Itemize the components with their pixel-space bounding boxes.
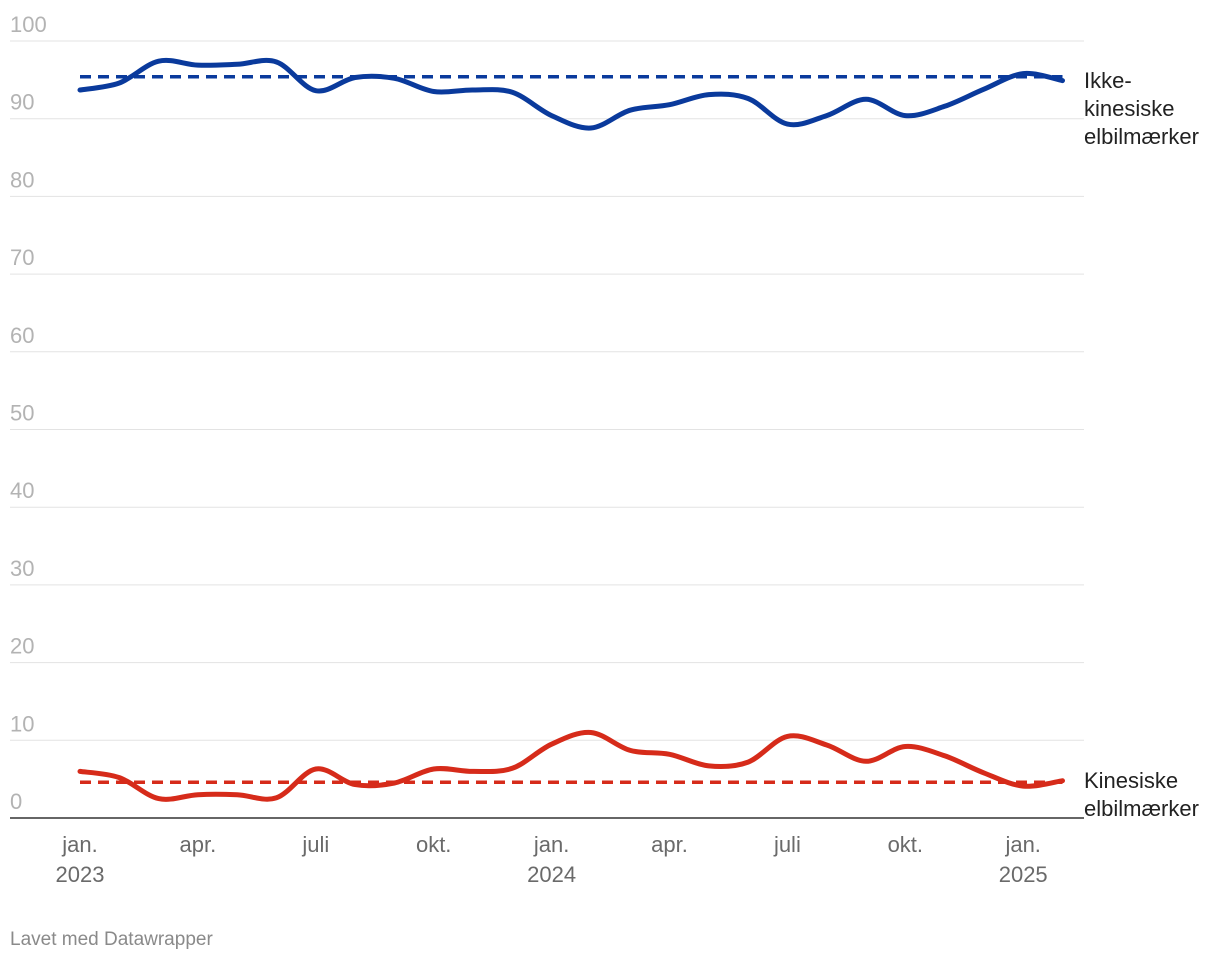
y-tick-label: 10 <box>10 711 34 736</box>
x-tick-year-label: 2024 <box>527 862 576 887</box>
series-line <box>77 57 1065 131</box>
y-tick-label: 60 <box>10 323 34 348</box>
series-lines <box>77 57 1065 802</box>
y-tick-label: 40 <box>10 478 34 503</box>
series-label: kinesiske <box>1084 96 1174 121</box>
y-tick-label: 20 <box>10 634 34 659</box>
x-tick-year-label: 2023 <box>56 862 105 887</box>
series-line <box>77 729 1065 802</box>
series-label: Ikke- <box>1084 68 1132 93</box>
average-lines <box>80 74 1063 785</box>
x-tick-label: jan. <box>533 832 569 857</box>
x-tick-year-label: 2025 <box>999 862 1048 887</box>
x-axis-ticks: jan. 2023 apr. juli okt. jan. 2024 apr. juli okt.… <box>56 832 1048 887</box>
x-tick-label: juli <box>301 832 329 857</box>
y-tick-label: 70 <box>10 245 34 270</box>
y-tick-label: 80 <box>10 167 34 192</box>
grid-lines <box>10 40 1084 819</box>
x-tick-label: apr. <box>180 832 217 857</box>
y-tick-label: 50 <box>10 401 34 426</box>
y-tick-label: 0 <box>10 789 22 814</box>
x-tick-label: okt. <box>416 832 451 857</box>
x-tick-label: jan. <box>1004 832 1040 857</box>
x-tick-label: jan. <box>61 832 97 857</box>
y-axis-ticks: 0 10 20 30 40 50 60 70 80 90 100 <box>10 12 47 814</box>
y-tick-label: 90 <box>10 90 34 115</box>
series-labels: Ikke-kinesiske elbilmærker Kinesiske elbilm… <box>1084 68 1199 821</box>
series-label: Kinesiske <box>1084 768 1178 793</box>
x-tick-label: apr. <box>651 832 688 857</box>
series-label: elbilmærker <box>1084 796 1199 821</box>
x-tick-label: juli <box>773 832 801 857</box>
series-label: elbilmærker <box>1084 124 1199 149</box>
x-tick-label: okt. <box>888 832 923 857</box>
y-tick-label: 30 <box>10 556 34 581</box>
y-tick-label: 100 <box>10 12 47 37</box>
footer-credit: Lavet med Datawrapper <box>10 929 213 950</box>
